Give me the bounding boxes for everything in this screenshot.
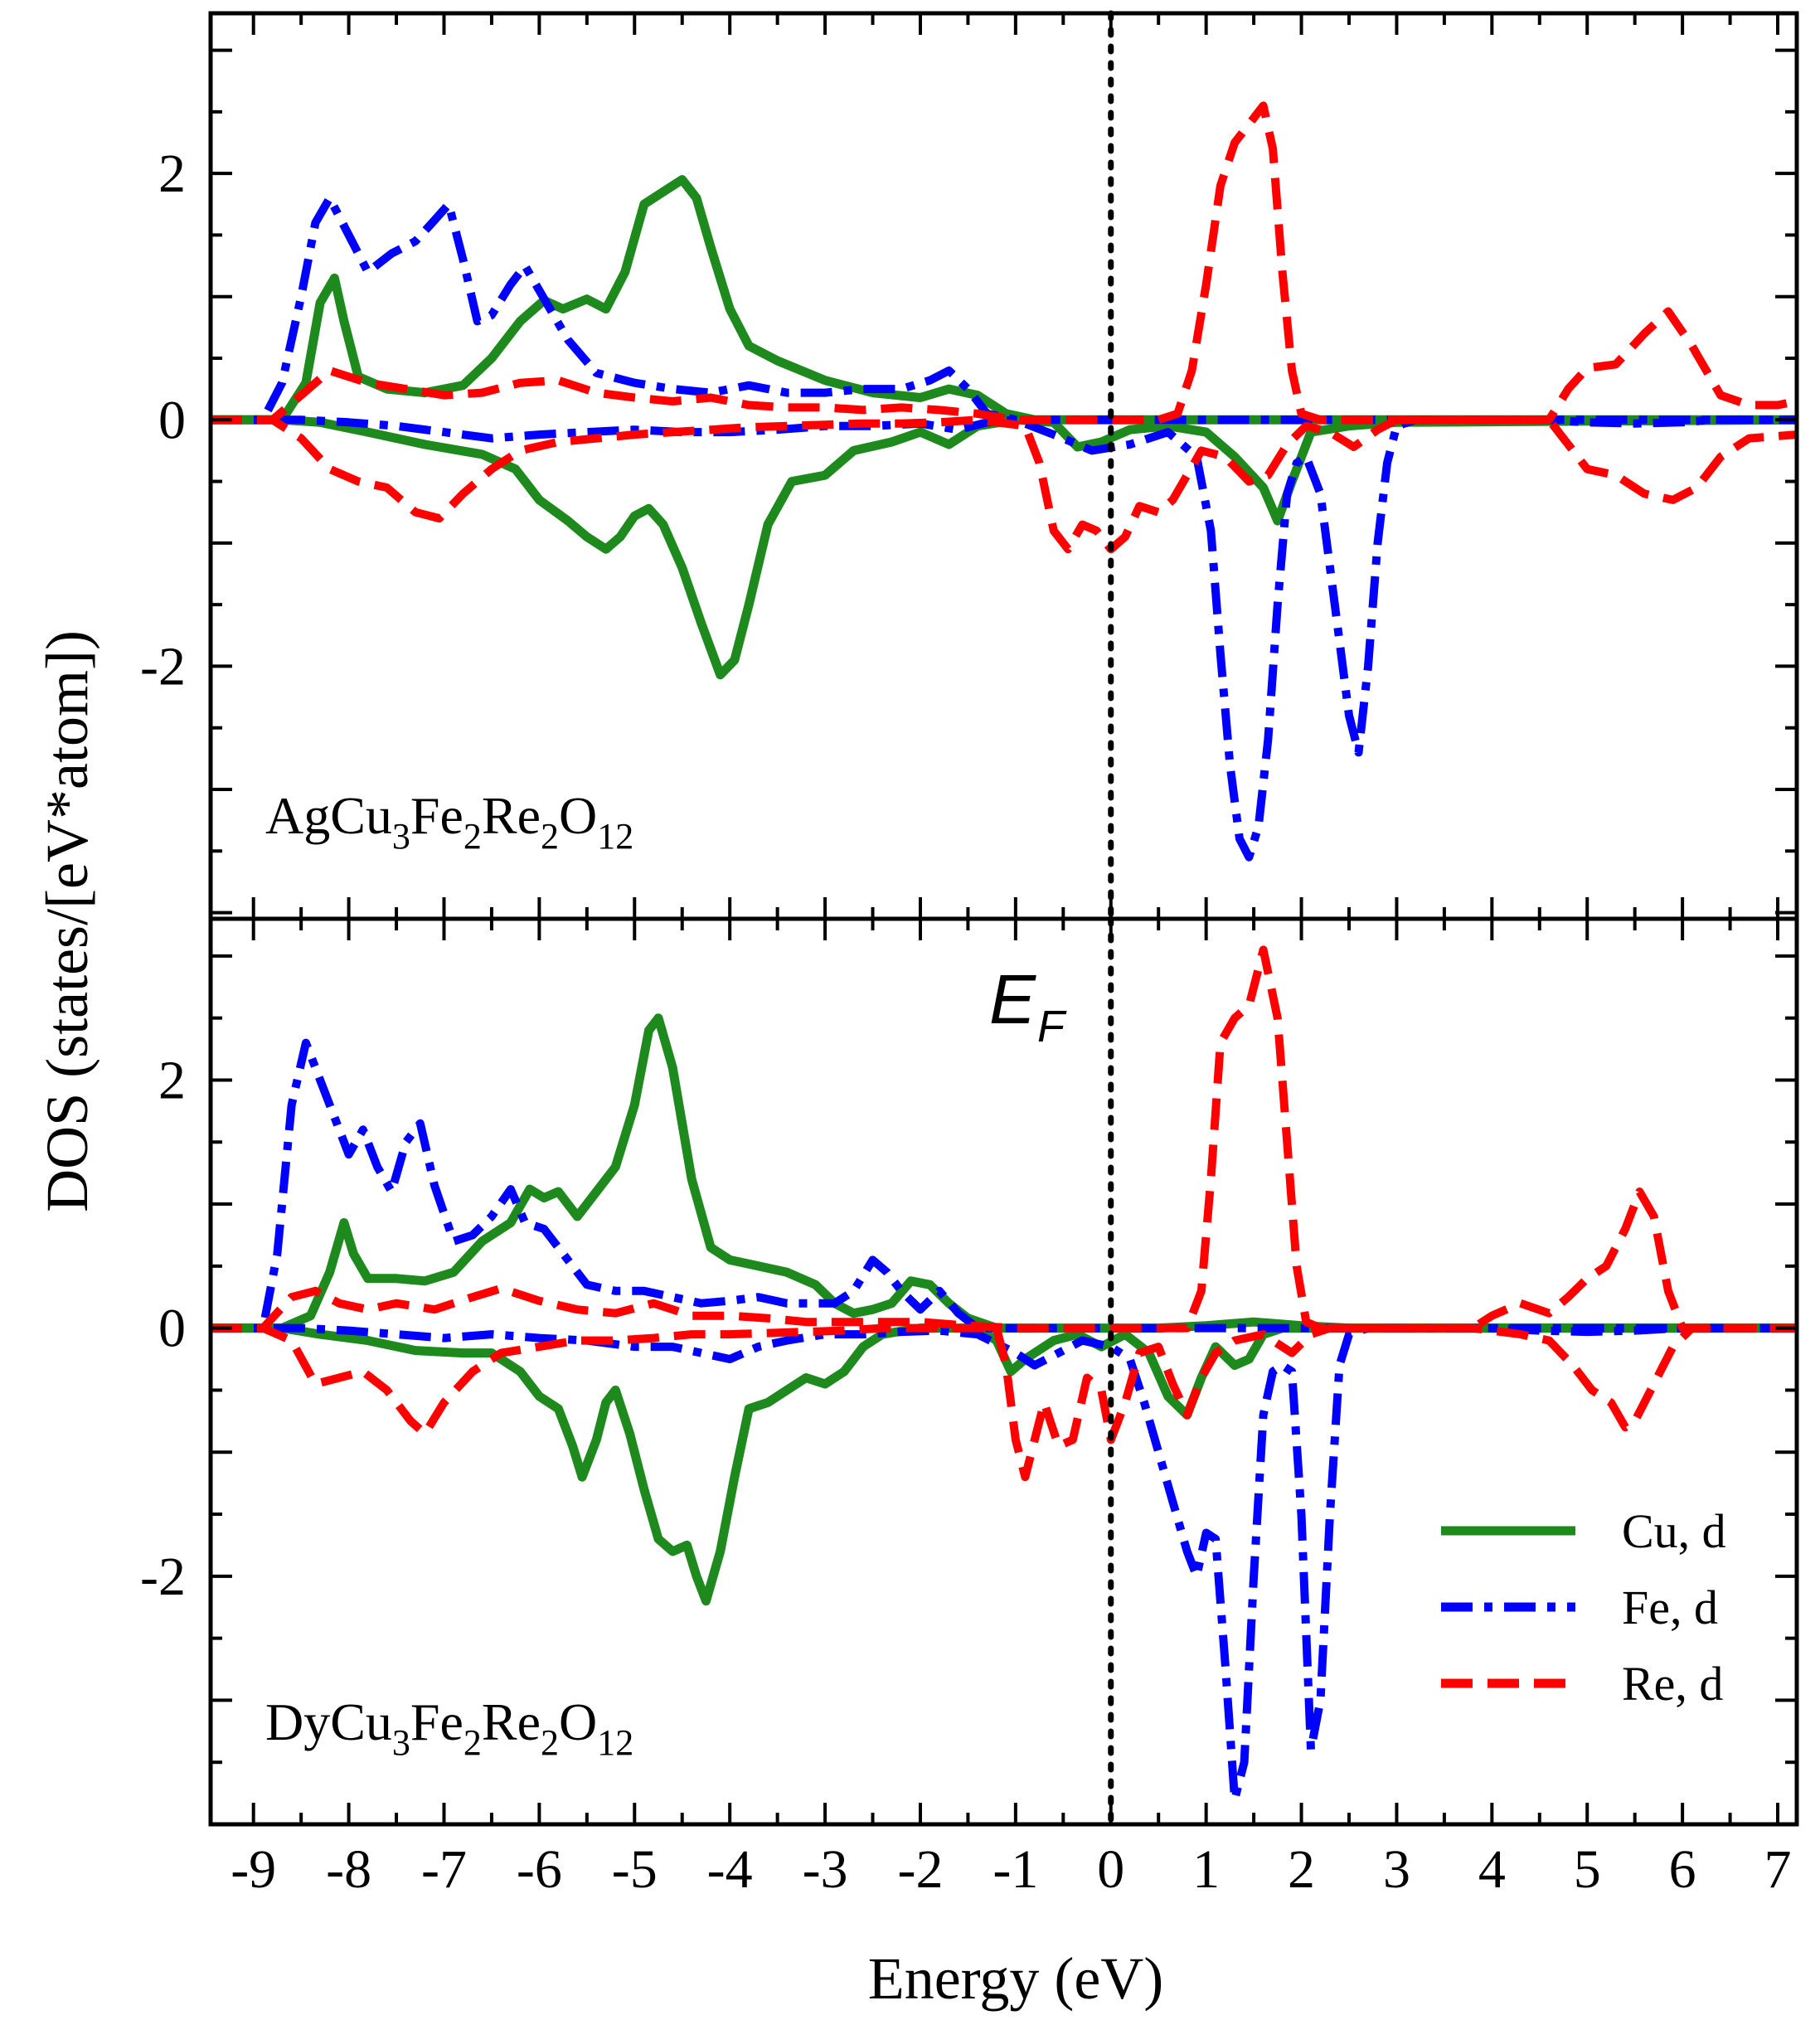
plot-area: 20-2AgCu3​Fe2​Re2​O12​20-2DyCu3​Fe2​Re2​… <box>140 10 1799 1900</box>
series-line-cu-top <box>211 415 1797 680</box>
x-tick-label: -5 <box>612 1839 658 1900</box>
series-line-cu-bottom <box>211 1323 1797 1606</box>
legend-label-cu: Cu, d <box>1622 1504 1726 1558</box>
x-tick-label: -9 <box>231 1839 276 1900</box>
legend-label-re: Re, d <box>1622 1657 1723 1711</box>
compound-subscript: 2 <box>463 816 482 857</box>
x-tick-label: 5 <box>1574 1839 1601 1900</box>
compound-subscript: 12 <box>597 816 633 857</box>
x-tick-label: -2 <box>897 1839 943 1900</box>
compound-element: O <box>559 1692 597 1751</box>
series-line-fe-bottom <box>211 1323 1797 1804</box>
panel-top: 2 0 -2 AgCu3​Fe2​Re2​O12​ <box>140 10 1799 922</box>
compound-element: Dy <box>265 1692 330 1751</box>
compound-element: Fe <box>410 786 463 845</box>
compound-element: Fe <box>410 1692 463 1751</box>
x-tick-label: 3 <box>1383 1839 1410 1900</box>
panel-bottom: 2 0 -2 DyCu3​Fe2​Re2​O12​ <box>140 915 1799 1828</box>
x-tick-label: -8 <box>326 1839 371 1900</box>
x-tick-label: 2 <box>1288 1839 1315 1900</box>
series-line-re-top <box>211 415 1797 554</box>
x-tick-label: 7 <box>1764 1839 1792 1900</box>
compound-element: Ag <box>265 786 330 845</box>
series-group-top <box>211 101 1797 862</box>
y-tick-label: 2 <box>158 143 186 204</box>
x-axis: -9 -8 -7 -6 -5 -4 -3 -2 -1 0 1 2 3 4 5 6 7 <box>231 1839 1791 1900</box>
y-tick-label: -2 <box>140 636 186 697</box>
series-line-fe-top <box>211 415 1797 862</box>
y-tick-label: 0 <box>158 390 186 450</box>
compound-subscript: 12 <box>597 1722 633 1763</box>
panel-frame-bottom <box>208 916 1799 1827</box>
compound-element: Re <box>482 1692 541 1751</box>
series-line-re-top <box>211 101 1797 425</box>
panel-label-top: AgCu3​Fe2​Re2​O12​ <box>265 786 633 857</box>
x-tick-label: -6 <box>517 1839 562 1900</box>
x-axis-label: Energy (eV) <box>868 1945 1164 2012</box>
x-tick-label: 1 <box>1192 1839 1220 1900</box>
compound-element: Re <box>482 786 541 845</box>
series-group-bottom <box>211 945 1797 1804</box>
series-line-re-bottom <box>211 945 1797 1333</box>
x-tick-label: 0 <box>1097 1839 1124 1900</box>
y-axis-label: DOS (states/[eV*atom]) <box>34 630 100 1212</box>
compound-element: O <box>559 786 597 845</box>
series-line-fe-bottom <box>211 1038 1797 1333</box>
fermi-level-label: EF <box>989 960 1067 1051</box>
legend: Cu, d Fe, d Re, d <box>1441 1504 1726 1711</box>
y-tick-label: 2 <box>158 1050 186 1110</box>
legend-label-fe: Fe, d <box>1622 1581 1718 1634</box>
series-line-cu-top <box>211 175 1797 425</box>
x-tick-label: -7 <box>421 1839 467 1900</box>
y-tick-label: 0 <box>158 1299 186 1359</box>
compound-subscript: 2 <box>541 1722 559 1763</box>
x-tick-label: -1 <box>993 1839 1038 1900</box>
compound-subscript: 2 <box>463 1722 482 1763</box>
compound-subscript: 3 <box>392 816 410 857</box>
x-tick-label: 4 <box>1478 1839 1506 1900</box>
compound-subscript: 2 <box>541 816 559 857</box>
compound-element: Cu <box>330 1692 392 1751</box>
panel-label-bottom: DyCu3​Fe2​Re2​O12​ <box>265 1692 633 1763</box>
x-tick-label: 6 <box>1669 1839 1696 1900</box>
x-tick-label: -3 <box>803 1839 848 1900</box>
compound-element: Cu <box>330 786 392 845</box>
y-tick-label: -2 <box>140 1547 186 1607</box>
compound-subscript: 3 <box>392 1722 410 1763</box>
x-tick-label: -4 <box>707 1839 753 1900</box>
